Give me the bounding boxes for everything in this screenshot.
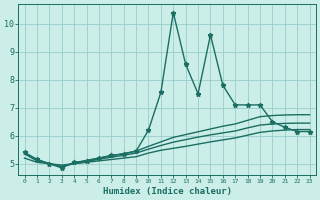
- X-axis label: Humidex (Indice chaleur): Humidex (Indice chaleur): [103, 187, 232, 196]
